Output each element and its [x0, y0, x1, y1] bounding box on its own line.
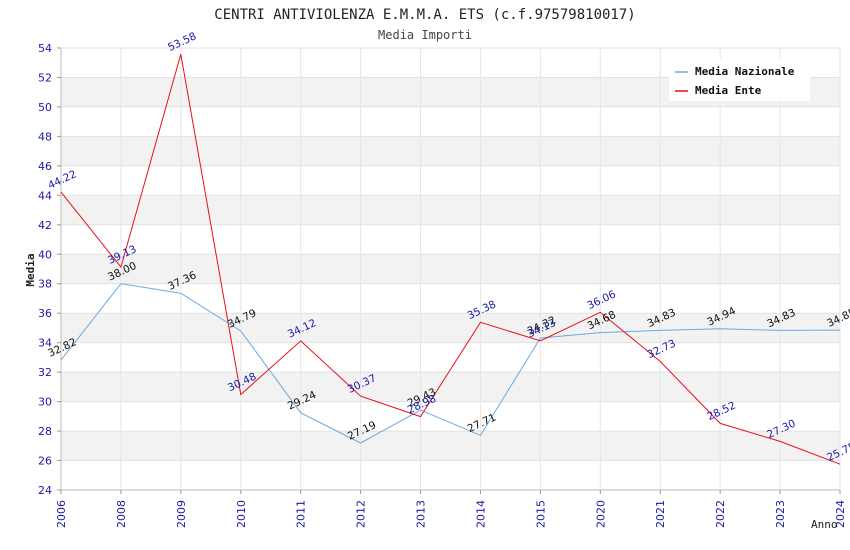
grid-band: [61, 313, 840, 343]
x-tick-label: 2010: [235, 500, 248, 528]
x-tick-label: 2009: [175, 500, 188, 528]
grid-band: [61, 431, 840, 461]
series-line-nazionale: [60, 283, 841, 444]
x-tick-label: 2021: [654, 500, 667, 528]
x-tick-label: 2008: [115, 500, 128, 528]
x-tick-label: 2011: [295, 500, 308, 528]
y-tick-label: 26: [38, 455, 52, 468]
y-tick-label: 42: [38, 219, 52, 232]
grid-band: [61, 372, 840, 402]
series-line-ente: [60, 54, 841, 465]
y-tick-label: 36: [38, 307, 52, 320]
y-tick-label: 32: [38, 366, 52, 379]
data-label: 36.06: [586, 288, 619, 312]
chart-subtitle: Media Importi: [378, 28, 472, 42]
y-tick-label: 24: [38, 484, 52, 497]
legend-label-ente: Media Ente: [695, 84, 762, 97]
y-tick-label: 52: [38, 71, 52, 84]
y-tick-label: 46: [38, 160, 52, 173]
y-tick-label: 54: [38, 42, 52, 55]
y-axis-title: Media: [24, 253, 37, 286]
data-label: 28.52: [705, 400, 737, 424]
y-tick-label: 28: [38, 425, 52, 438]
grid-bands: [61, 77, 840, 461]
data-label: 34.85: [825, 306, 850, 330]
y-tick-label: 38: [38, 278, 52, 291]
y-tick-label: 34: [38, 337, 52, 350]
x-tick-label: 2022: [714, 500, 727, 528]
x-tick-label: 2024: [834, 500, 847, 528]
legend-label-nazionale: Media Nazionale: [695, 65, 795, 78]
legend: Media Nazionale Media Ente: [669, 59, 810, 101]
x-tick-label: 2020: [594, 500, 607, 528]
chart-title: CENTRI ANTIVIOLENZA E.M.M.A. ETS (c.f.97…: [214, 7, 635, 23]
x-axis-title: Anno: [811, 518, 838, 531]
x-tick-label: 2023: [774, 500, 787, 528]
y-tick-label: 48: [38, 130, 52, 143]
y-tick-label: 50: [38, 101, 52, 114]
grid-band: [61, 195, 840, 225]
data-label: 53.58: [166, 30, 198, 54]
x-tick-label: 2014: [474, 500, 487, 528]
grid-band: [61, 254, 840, 284]
x-tick-label: 2015: [534, 500, 547, 528]
y-tick-label: 30: [38, 396, 52, 409]
x-tick-label: 2013: [415, 500, 428, 528]
x-tick-label: 2012: [355, 500, 368, 528]
y-tick-label: 40: [38, 248, 52, 261]
x-tick-label: 2006: [55, 500, 68, 528]
y-axis-ticks: 24 26 28 30 32 34 36 38 40 42 44 46 48 50 52 54: [38, 42, 61, 497]
series-lines: [60, 54, 841, 465]
legend-box: [669, 59, 810, 101]
y-tick-label: 44: [38, 189, 52, 202]
grid-band: [61, 136, 840, 166]
x-axis-ticks: 2006 2008 2009 2010 2011 2012 2013 2014 2015 2020…: [55, 490, 847, 528]
